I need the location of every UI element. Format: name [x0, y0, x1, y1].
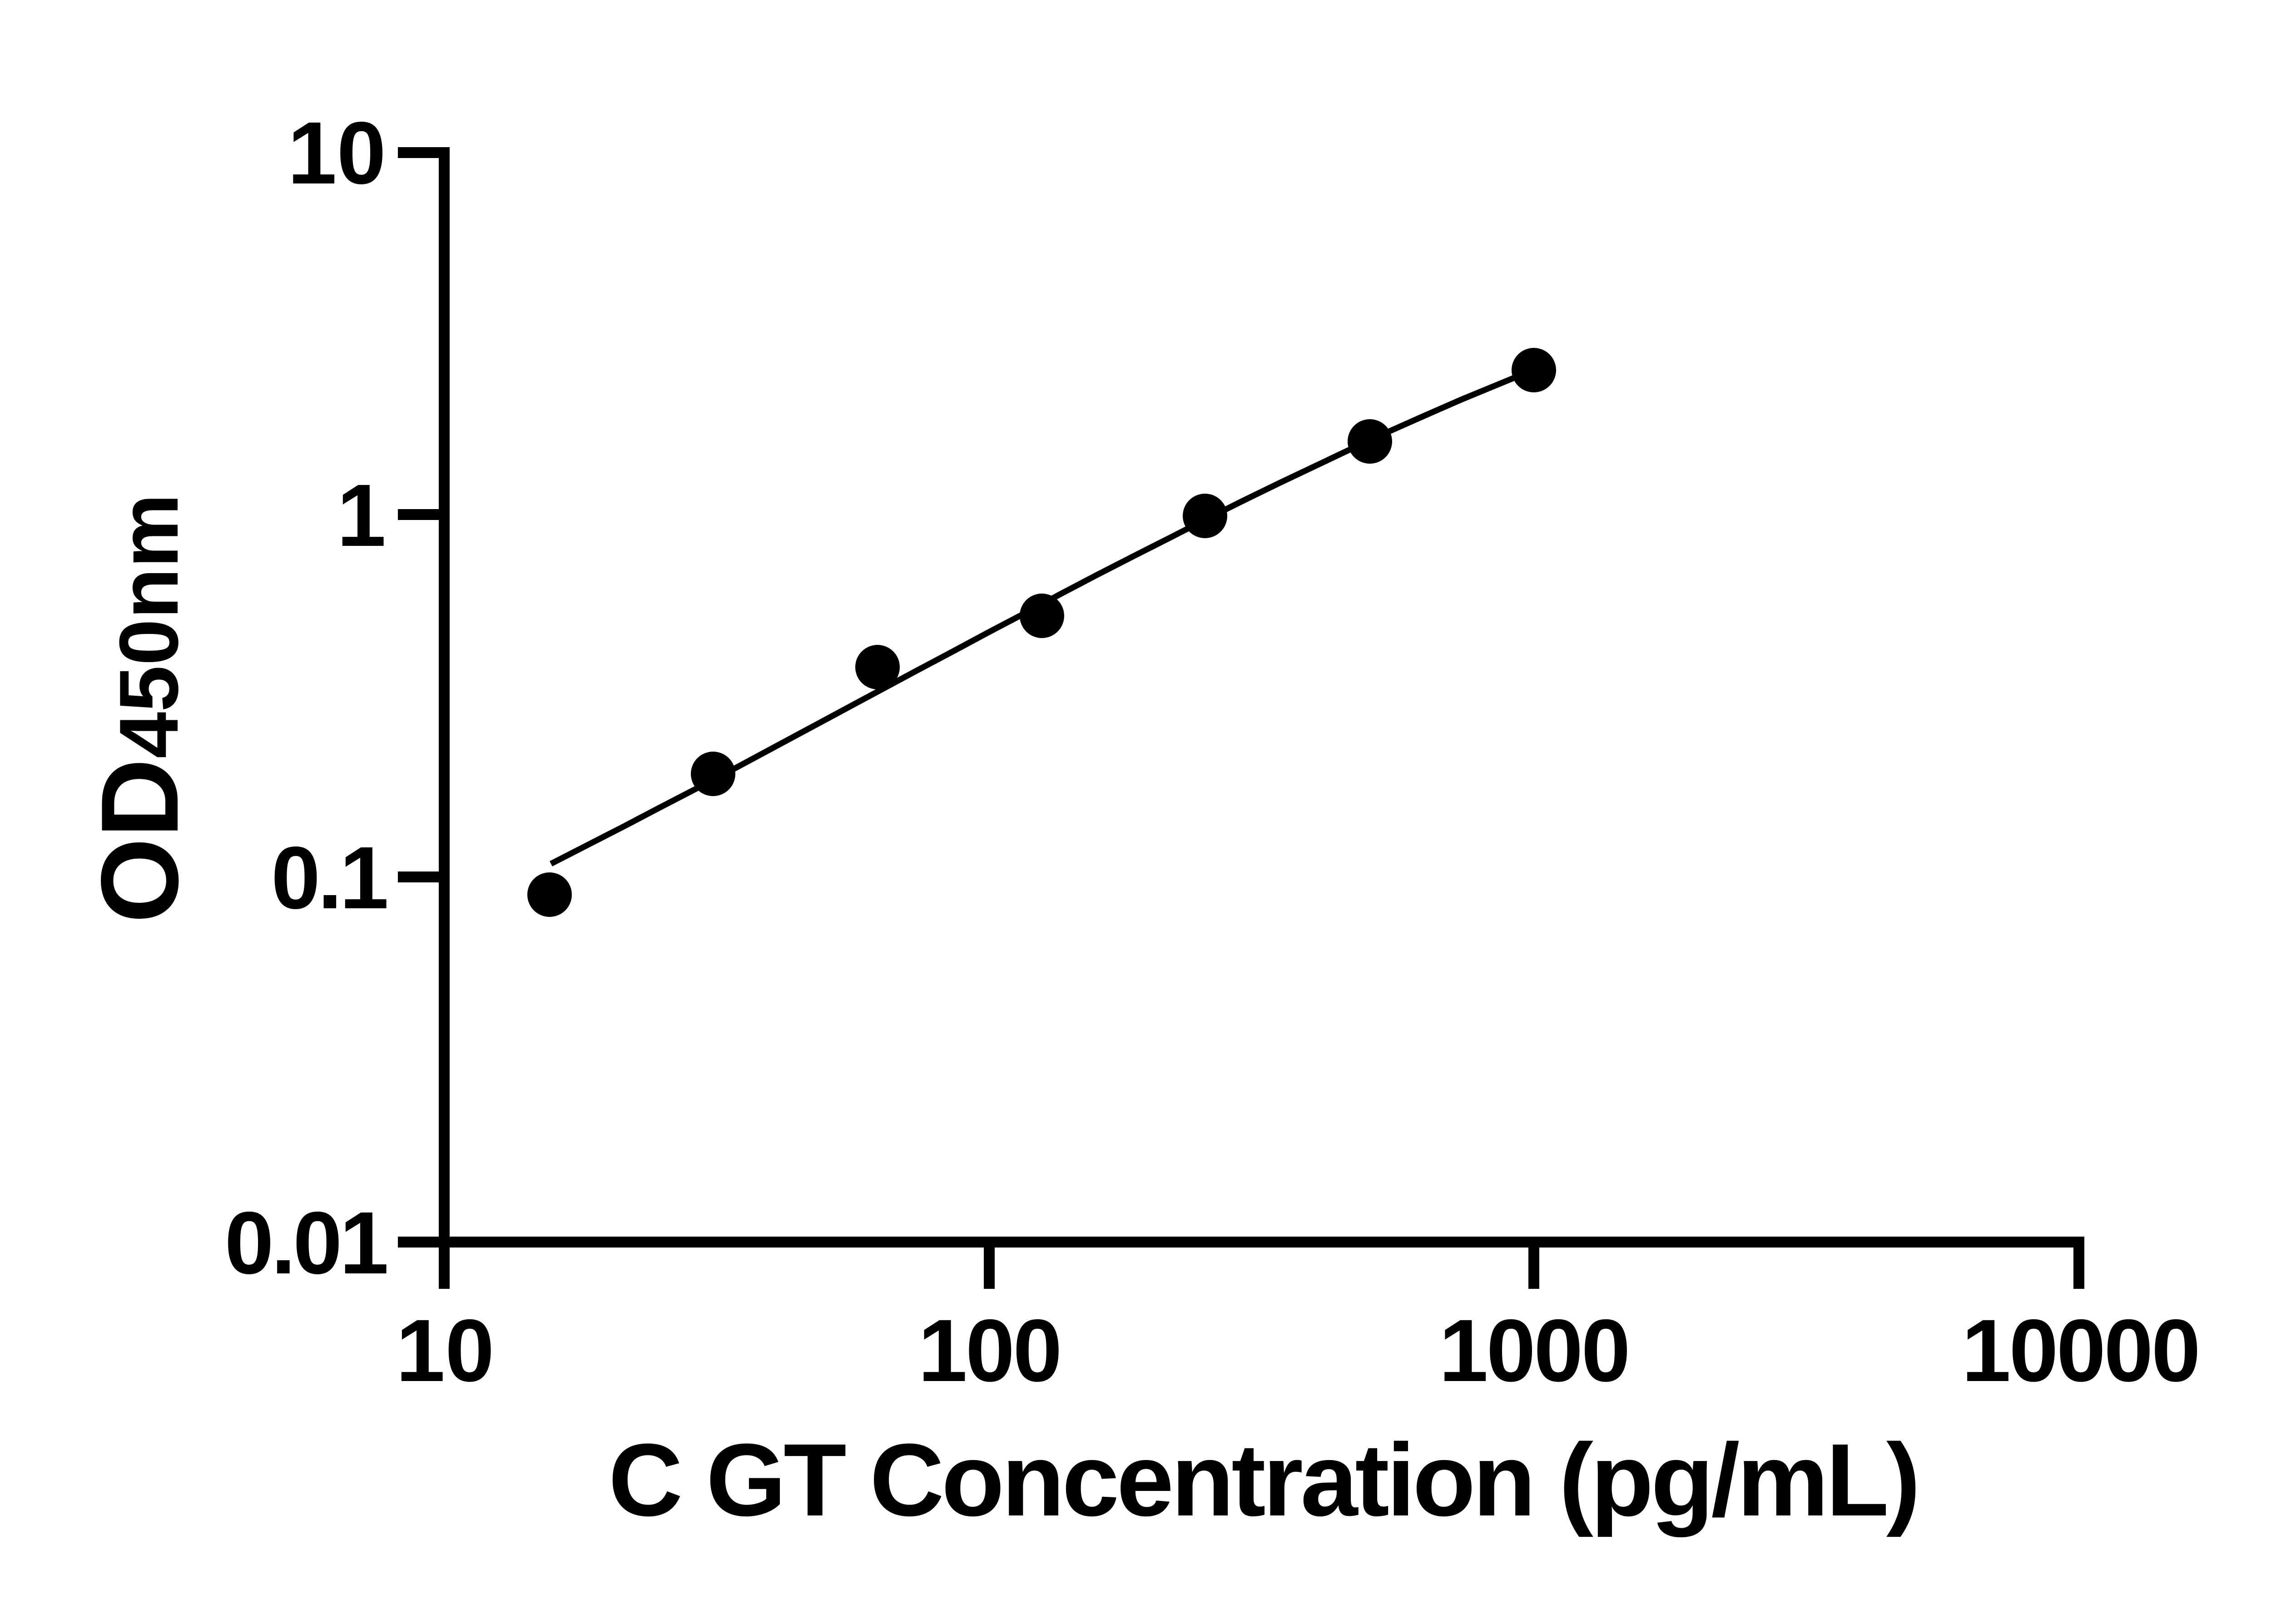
svg-text:0.01: 0.01	[224, 1193, 387, 1292]
svg-text:0.1: 0.1	[271, 828, 387, 927]
svg-text:10000: 10000	[1962, 1301, 2199, 1400]
svg-text:1000: 1000	[1439, 1301, 1629, 1400]
svg-text:10: 10	[288, 104, 386, 203]
svg-text:10: 10	[396, 1301, 495, 1400]
svg-text:OD450nm: OD450nm	[79, 494, 201, 923]
svg-text:1: 1	[337, 466, 386, 565]
svg-text:100: 100	[918, 1301, 1060, 1400]
svg-text:C GT Concentration (pg/mL): C GT Concentration (pg/mL)	[608, 1423, 1918, 1538]
